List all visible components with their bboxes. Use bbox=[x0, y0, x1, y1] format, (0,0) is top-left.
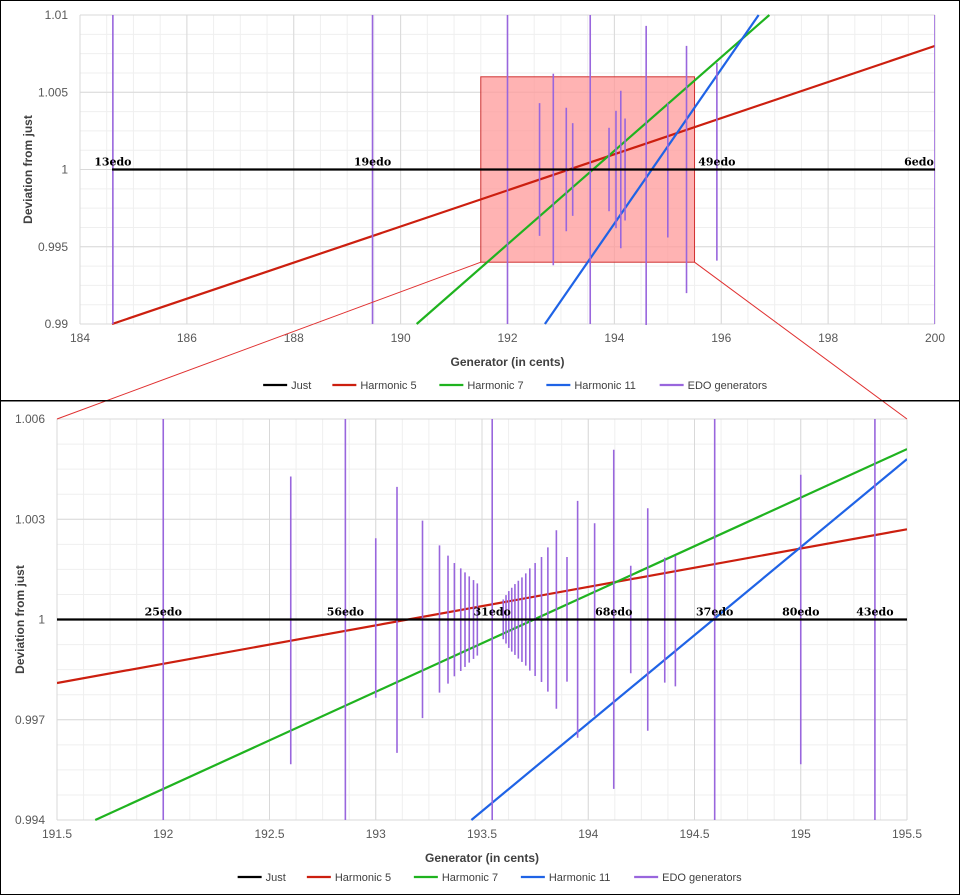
y-tick-label: 0.997 bbox=[15, 713, 45, 727]
x-tick-label: 194 bbox=[578, 827, 598, 841]
x-tick-label: 192.5 bbox=[254, 827, 284, 841]
x-tick-label: 188 bbox=[284, 331, 304, 345]
x-tick-label: 195.5 bbox=[892, 827, 922, 841]
bottom-chart: 191.5 192 192.5 193 193.5 194 194.5 195 195.5 0.9… bbox=[13, 412, 922, 884]
x-tick-label: 191.5 bbox=[42, 827, 72, 841]
series-line-harmonic-5 bbox=[111, 44, 935, 325]
edo-annotation: 19edo bbox=[354, 156, 391, 169]
y-axis-title: Deviation from just bbox=[21, 115, 35, 224]
legend-label: Harmonic 11 bbox=[574, 380, 636, 392]
legend-label: EDO generators bbox=[662, 872, 742, 884]
y-tick-label: 1.01 bbox=[45, 8, 69, 22]
y-tick-label: 0.994 bbox=[15, 813, 45, 827]
x-tick-label: 186 bbox=[177, 331, 197, 345]
zoom-connector-left bbox=[56, 261, 481, 420]
x-axis-title: Generator (in cents) bbox=[450, 355, 564, 369]
y-tick-label: 1 bbox=[38, 613, 45, 627]
plot-area bbox=[57, 419, 907, 821]
top-chart: 184 186 188 190 192 194 196 198 200 0.99 0.995 1 1.0… bbox=[21, 8, 945, 392]
x-tick-label: 198 bbox=[818, 331, 838, 345]
zoom-connector-right bbox=[694, 261, 908, 420]
x-tick-label: 196 bbox=[711, 331, 731, 345]
legend-label: Harmonic 11 bbox=[549, 872, 611, 884]
plot-area bbox=[111, 14, 935, 325]
legend-label: Just bbox=[291, 380, 311, 392]
x-tick-label: 195 bbox=[791, 827, 811, 841]
edo-annotation: 37edo bbox=[696, 606, 733, 619]
x-tick-label: 194 bbox=[604, 331, 624, 345]
edo-annotation: 80edo bbox=[782, 606, 819, 619]
x-axis-title: Generator (in cents) bbox=[425, 851, 539, 865]
y-tick-label: 1.005 bbox=[38, 85, 68, 99]
x-tick-label: 193 bbox=[366, 827, 386, 841]
edo-annotation: 49edo bbox=[698, 156, 735, 169]
y-tick-label: 1 bbox=[61, 163, 68, 177]
legend-label: Harmonic 5 bbox=[335, 872, 391, 884]
y-tick-label: 0.995 bbox=[38, 240, 68, 254]
x-tick-label: 184 bbox=[70, 331, 90, 345]
x-tick-label: 192 bbox=[153, 827, 173, 841]
x-tick-label: 192 bbox=[497, 331, 517, 345]
series-line-harmonic-7 bbox=[94, 448, 907, 821]
series-line-harmonic-11 bbox=[470, 458, 907, 821]
y-tick-label: 1.006 bbox=[15, 412, 45, 426]
edo-annotation: 43edo bbox=[856, 606, 893, 619]
y-axis-title: Deviation from just bbox=[13, 565, 27, 674]
edo-annotation: 6edo bbox=[904, 156, 934, 169]
edo-annotation: 13edo bbox=[94, 156, 131, 169]
legend-label: Just bbox=[266, 872, 286, 884]
legend-label: Harmonic 7 bbox=[467, 380, 523, 392]
edo-annotation: 25edo bbox=[145, 606, 182, 619]
edo-annotation: 31edo bbox=[474, 606, 511, 619]
y-tick-label: 1.003 bbox=[15, 512, 45, 526]
x-tick-label: 190 bbox=[391, 331, 411, 345]
edo-annotation: 56edo bbox=[327, 606, 364, 619]
zoom-connectors bbox=[56, 261, 908, 420]
x-tick-label: 200 bbox=[925, 331, 945, 345]
y-tick-label: 0.99 bbox=[45, 317, 69, 331]
legend-label: EDO generators bbox=[688, 380, 768, 392]
x-tick-label: 193.5 bbox=[467, 827, 497, 841]
legend-label: Harmonic 5 bbox=[360, 380, 416, 392]
series-line-harmonic-5 bbox=[57, 528, 907, 685]
legend-label: Harmonic 7 bbox=[442, 872, 498, 884]
edo-annotation: 68edo bbox=[595, 606, 632, 619]
x-tick-label: 194.5 bbox=[679, 827, 709, 841]
